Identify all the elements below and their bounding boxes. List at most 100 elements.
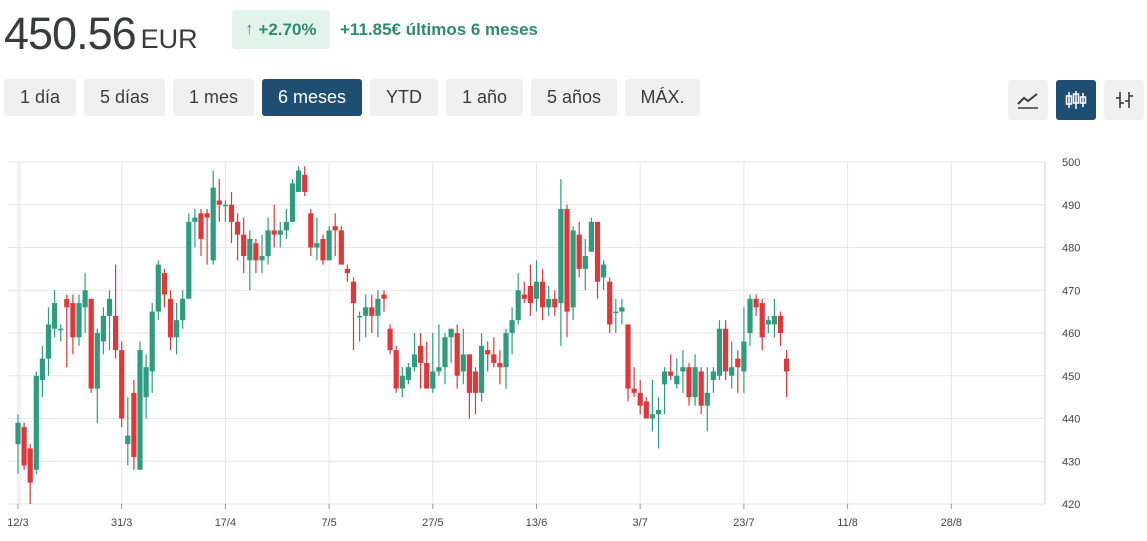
candle-body	[668, 371, 674, 376]
candle-body	[235, 221, 241, 235]
candle-body	[247, 238, 253, 261]
candle-body	[277, 230, 283, 235]
candle-body	[454, 333, 460, 376]
line-chart-icon	[1017, 93, 1038, 109]
candle-body	[509, 320, 515, 333]
candle-body	[52, 303, 58, 329]
candle-body	[649, 414, 655, 419]
arrow-up-icon: ↑	[245, 20, 254, 38]
candle-body	[222, 204, 228, 207]
range-button-5y[interactable]: 5 años	[531, 79, 617, 116]
candle-body	[70, 303, 76, 338]
ohlc-chart-button[interactable]	[1104, 80, 1144, 120]
candle-body	[460, 354, 466, 372]
ohlc-bar-icon	[1116, 92, 1133, 108]
candle-body	[320, 238, 326, 261]
candle-body	[27, 448, 33, 483]
candle-body	[314, 243, 320, 248]
range-selector: 1 día 5 días 1 mes 6 meses YTD 1 año 5 a…	[4, 79, 708, 116]
candle-body	[521, 294, 527, 299]
candle-body	[527, 285, 533, 304]
candle-body	[33, 375, 39, 470]
candle-body	[113, 315, 119, 351]
candle-body	[704, 392, 710, 406]
candle-body	[241, 234, 247, 257]
candle-body	[100, 315, 106, 342]
candle-body	[631, 388, 637, 393]
candle-body	[625, 324, 631, 389]
candle-body	[204, 213, 210, 218]
x-tick-label: 12/3	[7, 517, 28, 529]
candle-body	[137, 350, 143, 470]
candle-body	[655, 409, 662, 415]
x-tick-label: 13/6	[526, 517, 547, 529]
candle-body	[735, 358, 741, 368]
range-button-ytd[interactable]: YTD	[370, 79, 438, 116]
candle-body	[375, 298, 381, 316]
candle-body	[674, 375, 680, 385]
candle-body	[418, 345, 424, 363]
candle-body	[540, 281, 546, 308]
candle-body	[210, 187, 216, 261]
candle-body	[784, 358, 790, 372]
candle-body	[88, 298, 94, 389]
line-chart-button[interactable]	[1008, 80, 1048, 120]
y-tick-label: 460	[1062, 328, 1080, 340]
candle-body	[601, 264, 607, 278]
current-price: 450.56	[4, 8, 137, 59]
candle-body	[405, 367, 411, 381]
candlestick-icon	[1065, 91, 1087, 109]
candle-body	[546, 298, 552, 308]
candle-body	[350, 281, 357, 304]
candle-body	[174, 320, 180, 338]
y-tick-label: 450	[1062, 371, 1080, 383]
candle-body	[588, 221, 594, 252]
change-percent-badge: ↑ +2.70%	[232, 10, 330, 49]
candle-body	[119, 350, 125, 419]
price-header: 450.56 EUR	[4, 4, 198, 56]
candle-body	[729, 367, 735, 376]
candle-body	[131, 392, 137, 457]
candle-body	[344, 268, 350, 274]
candle-body	[637, 392, 643, 406]
x-tick-label: 11/8	[837, 517, 858, 529]
candle-body	[265, 230, 271, 257]
y-tick-label: 500	[1062, 157, 1080, 169]
candlestick-chart[interactable]: 420 430 440 450 460 470 480 490 500 12/3 31/3 17/4 7…	[0, 150, 1147, 541]
candle-body	[338, 230, 344, 265]
candle-body	[186, 221, 192, 299]
x-tick-label: 7/5	[321, 517, 336, 529]
candle-body	[271, 230, 277, 235]
range-button-1m[interactable]: 1 mes	[173, 79, 254, 116]
candle-body	[259, 256, 265, 261]
candle-body	[198, 213, 204, 239]
y-tick-label: 470	[1062, 285, 1080, 297]
candlestick-chart-button[interactable]	[1056, 80, 1096, 120]
range-button-5d[interactable]: 5 días	[84, 79, 165, 116]
range-button-1y[interactable]: 1 año	[446, 79, 523, 116]
candle-body	[424, 362, 430, 389]
range-button-1d[interactable]: 1 día	[4, 79, 76, 116]
range-button-max[interactable]: MÁX.	[625, 79, 700, 116]
range-button-6m[interactable]: 6 meses	[262, 79, 362, 116]
candle-body	[759, 303, 765, 338]
candle-body	[296, 170, 302, 192]
candle-body	[515, 290, 521, 321]
candle-body	[497, 362, 503, 368]
candle-body	[45, 324, 52, 359]
candle-body	[771, 315, 777, 325]
candle-body	[253, 243, 259, 261]
candle-body	[302, 174, 308, 192]
x-tick-label: 31/3	[111, 517, 132, 529]
candle-body	[76, 303, 82, 338]
x-tick-label: 28/8	[941, 517, 962, 529]
candle-body	[582, 256, 588, 269]
candle-body	[576, 234, 582, 269]
candle-body	[369, 307, 375, 316]
candle-body	[411, 354, 418, 368]
candle-body	[552, 298, 558, 308]
x-tick-label: 17/4	[215, 517, 236, 529]
candle-body	[357, 315, 363, 318]
candle-body	[643, 401, 649, 419]
candle-body	[125, 435, 131, 445]
